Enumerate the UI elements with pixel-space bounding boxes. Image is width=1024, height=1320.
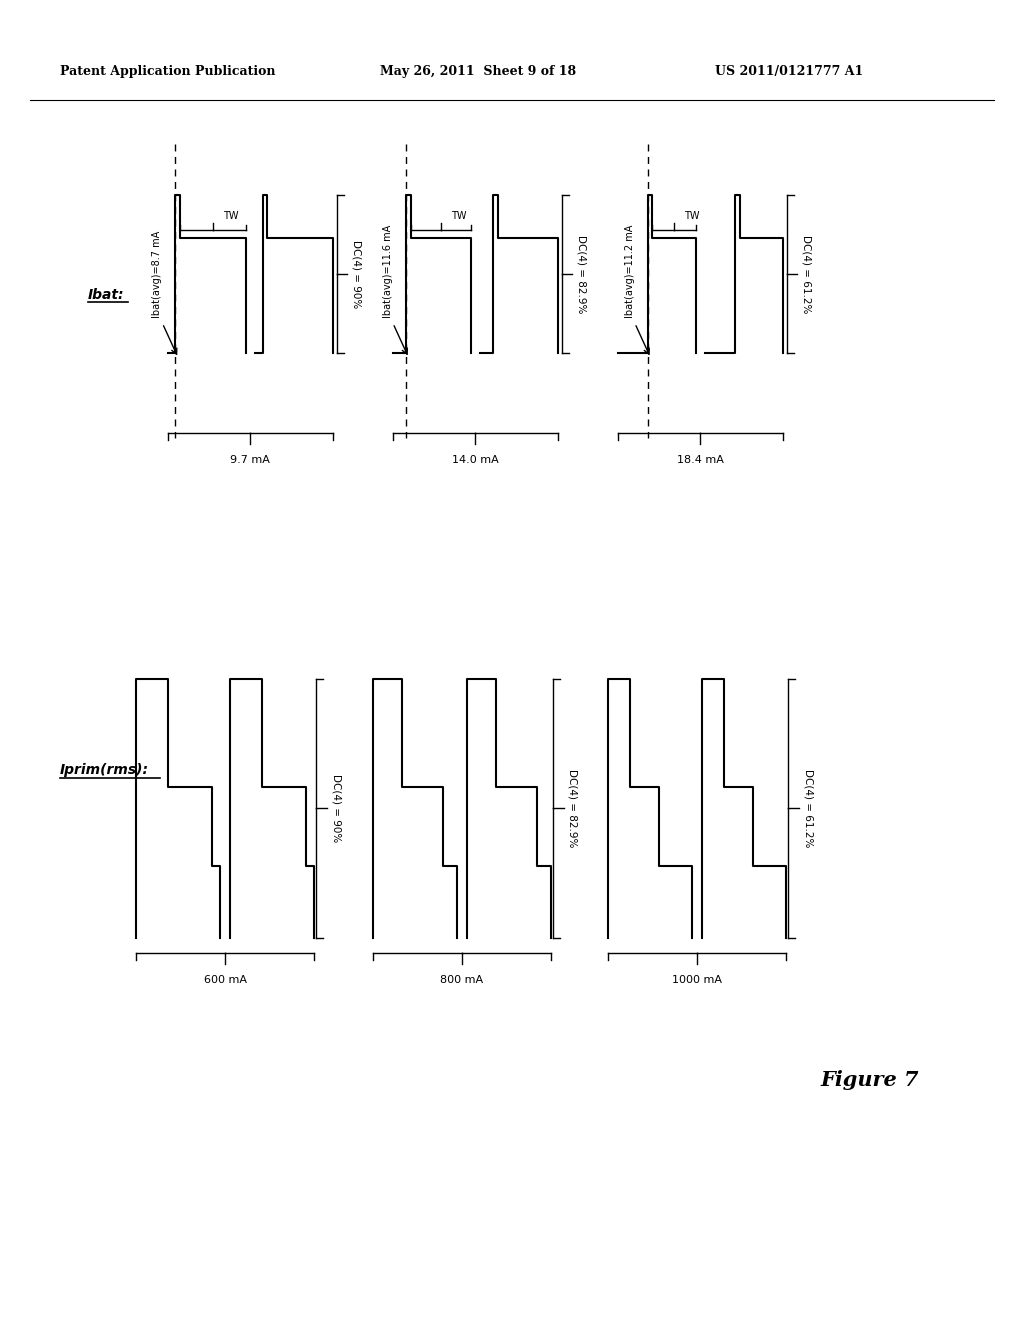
- Text: 600 mA: 600 mA: [204, 975, 247, 985]
- Text: 18.4 mA: 18.4 mA: [677, 455, 724, 465]
- Text: US 2011/0121777 A1: US 2011/0121777 A1: [715, 66, 863, 78]
- Text: TW: TW: [223, 211, 239, 220]
- Text: 1000 mA: 1000 mA: [672, 975, 722, 985]
- Text: Ibat(avg)=11.6 mA: Ibat(avg)=11.6 mA: [383, 224, 393, 318]
- Text: 14.0 mA: 14.0 mA: [452, 455, 499, 465]
- Text: TW: TW: [684, 211, 699, 220]
- Text: DC(4) = 61.2%: DC(4) = 61.2%: [802, 235, 812, 313]
- Text: Figure 7: Figure 7: [820, 1071, 919, 1090]
- Text: Patent Application Publication: Patent Application Publication: [60, 66, 275, 78]
- Text: 800 mA: 800 mA: [440, 975, 483, 985]
- Text: 9.7 mA: 9.7 mA: [230, 455, 270, 465]
- Text: DC(4) = 90%: DC(4) = 90%: [351, 240, 361, 308]
- Text: Iprim(rms):: Iprim(rms):: [60, 763, 150, 777]
- Text: DC(4) = 90%: DC(4) = 90%: [331, 775, 341, 842]
- Text: DC(4) = 82.9%: DC(4) = 82.9%: [568, 770, 578, 847]
- Text: TW: TW: [451, 211, 466, 220]
- Text: Ibat:: Ibat:: [88, 288, 125, 302]
- Text: Ibat(avg)=11.2 mA: Ibat(avg)=11.2 mA: [625, 224, 635, 318]
- Text: May 26, 2011  Sheet 9 of 18: May 26, 2011 Sheet 9 of 18: [380, 66, 577, 78]
- Text: DC(4) = 82.9%: DC(4) = 82.9%: [577, 235, 587, 313]
- Text: DC(4) = 61.2%: DC(4) = 61.2%: [803, 770, 813, 847]
- Text: Ibat(avg)=8.7 mA: Ibat(avg)=8.7 mA: [153, 231, 163, 318]
